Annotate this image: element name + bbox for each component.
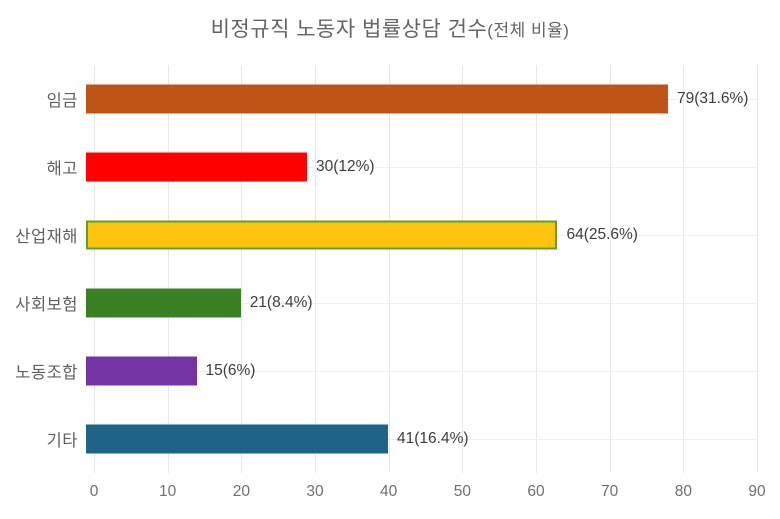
x-tick-label: 0	[89, 483, 99, 500]
category-label: 산업재해	[15, 228, 78, 246]
chart-row: 해고 30(12%)	[0, 133, 780, 201]
x-tick-label: 50	[453, 483, 471, 500]
vertical-gridline	[683, 65, 685, 473]
rows-layer: 임금 79(31.6%) 해고 30(12%) 산업재해 64(25.6%) 사회보험 21(…	[0, 65, 780, 473]
category-label: 임금	[46, 92, 78, 110]
x-tick-label: 80	[674, 483, 692, 500]
x-axis: 0 10 20 30 40 50 60 70 80 90	[90, 483, 766, 509]
x-tick-label: 20	[232, 483, 250, 500]
chart-row: 임금 79(31.6%)	[0, 65, 780, 133]
bar-track: 30(12%)	[86, 133, 749, 201]
x-tick-label: 40	[380, 483, 398, 500]
x-tick-label: 30	[306, 483, 324, 500]
bar-1	[86, 84, 668, 114]
chart-title-suffix: (전체 비율)	[487, 21, 570, 40]
value-label: 30(12%)	[315, 158, 375, 175]
x-tick-label: 70	[601, 483, 619, 500]
chart-row: 기타 41(16.4%)	[0, 405, 780, 473]
value-label: 21(8.4%)	[249, 294, 313, 311]
bar-track: 21(8.4%)	[86, 269, 749, 337]
vertical-gridline	[757, 65, 758, 473]
vertical-gridline	[388, 65, 390, 473]
bar-track: 15(6%)	[86, 337, 749, 405]
bar-track: 79(31.6%)	[86, 65, 749, 133]
bar-2	[86, 152, 307, 182]
bar-track: 41(16.4%)	[86, 405, 749, 473]
horizontal-gridline	[94, 371, 757, 372]
bar-3	[86, 220, 558, 250]
vertical-gridline	[94, 65, 95, 473]
category-label: 해고	[46, 160, 78, 178]
vertical-gridline	[536, 65, 537, 473]
vertical-gridline	[315, 65, 316, 473]
bar-track: 64(25.6%)	[86, 201, 749, 269]
chart-row: 노동조합 15(6%)	[0, 337, 780, 405]
horizontal-gridline	[94, 303, 757, 304]
horizontal-gridline	[94, 439, 757, 440]
bar-5	[86, 356, 197, 386]
category-label: 사회보험	[15, 296, 78, 314]
vertical-gridline	[609, 65, 611, 473]
value-label: 15(6%)	[205, 362, 256, 379]
vertical-gridline	[241, 65, 243, 473]
vertical-gridline	[167, 65, 169, 473]
horizontal-gridline	[94, 167, 757, 168]
chart-title: 비정규직 노동자 법률상담 건수(전체 비율)	[0, 13, 780, 43]
x-tick-label: 60	[527, 483, 545, 500]
category-label: 노동조합	[15, 364, 78, 382]
category-label: 기타	[46, 432, 78, 450]
vertical-gridline	[462, 65, 464, 473]
x-tick-label: 90	[748, 483, 766, 500]
bar-4	[86, 288, 241, 318]
value-label: 79(31.6%)	[676, 90, 749, 107]
x-tick-label: 10	[159, 483, 177, 500]
value-label: 64(25.6%)	[566, 226, 638, 243]
chart-row: 산업재해 64(25.6%)	[0, 201, 780, 269]
chart-row: 사회보험 21(8.4%)	[0, 269, 780, 337]
value-label: 41(16.4%)	[397, 430, 469, 447]
bar-6	[86, 424, 389, 454]
chart-title-main: 비정규직 노동자 법률상담 건수	[210, 18, 488, 41]
